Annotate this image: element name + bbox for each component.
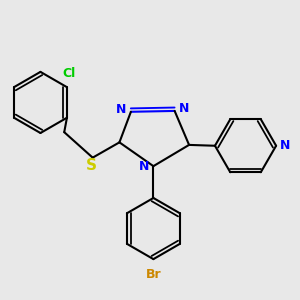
Text: N: N [179,102,189,115]
Text: Br: Br [146,268,161,281]
Text: N: N [139,160,149,172]
Text: N: N [280,139,290,152]
Text: N: N [116,103,127,116]
Text: Cl: Cl [62,67,76,80]
Text: S: S [86,158,97,173]
